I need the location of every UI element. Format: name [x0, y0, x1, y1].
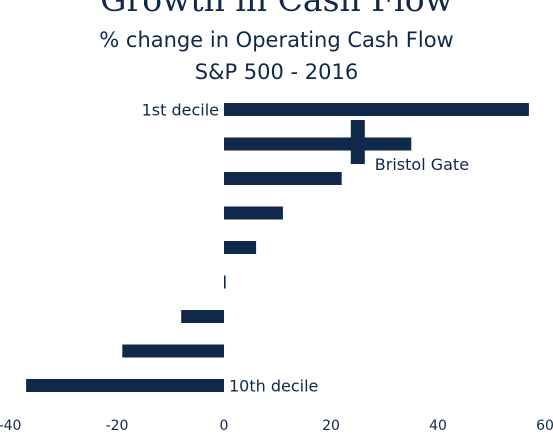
category-label: 10th decile [229, 377, 318, 396]
x-tick-label: 60 [536, 418, 553, 434]
bar-2 [224, 137, 412, 151]
x-tick-label: 40 [429, 418, 447, 434]
bristol-gate-marker [350, 120, 365, 164]
bar-1 [224, 103, 529, 116]
bar-9 [26, 379, 224, 392]
chart-subtitle: % change in Operating Cash Flow [99, 28, 454, 52]
bar-5 [224, 241, 257, 254]
category-label: 1st decile [142, 101, 219, 120]
bar-4 [224, 206, 283, 220]
bar-3 [224, 172, 342, 185]
bar-6 [224, 275, 226, 289]
x-tick-label: -40 [0, 418, 21, 434]
chart-subtitle-period: S&P 500 - 2016 [194, 60, 359, 84]
bristol-gate-label: Bristol Gate [375, 155, 469, 174]
x-tick-label: 20 [322, 418, 340, 434]
x-tick-label: 0 [220, 418, 229, 434]
bar-8 [122, 344, 224, 358]
x-tick-label: -20 [106, 418, 129, 434]
bar-7 [181, 310, 224, 323]
chart-title: Growth in Cash Flow [0, 0, 553, 20]
